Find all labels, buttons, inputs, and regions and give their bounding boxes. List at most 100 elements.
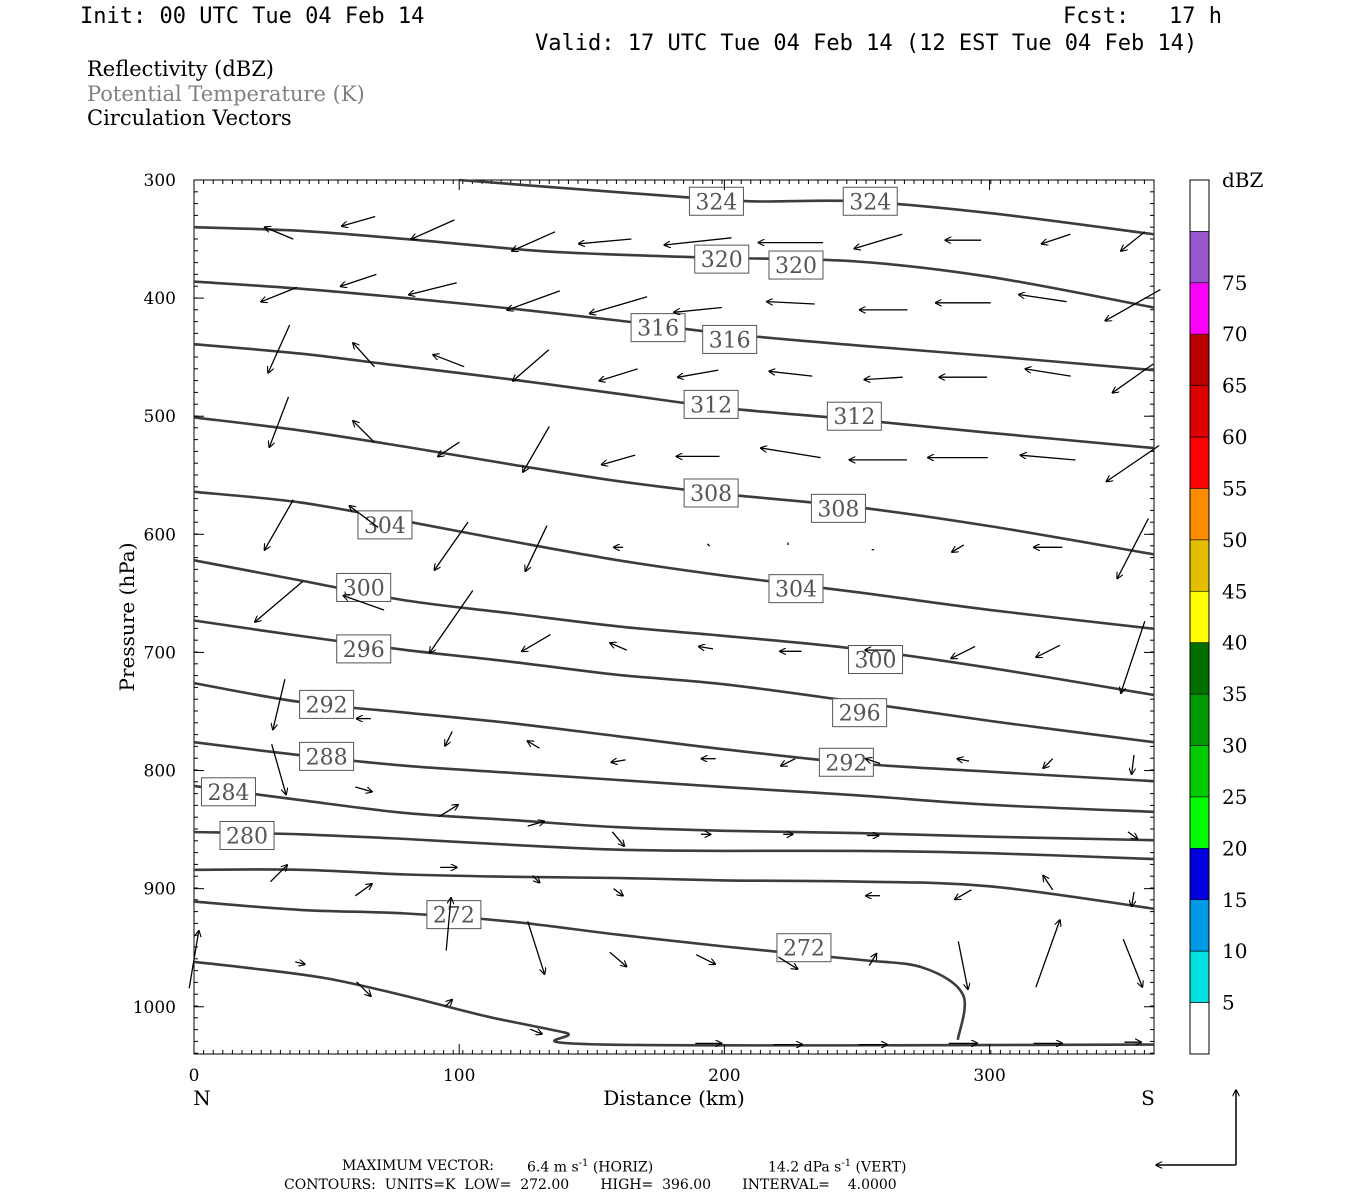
- colorbar-label: 50: [1222, 528, 1247, 552]
- colorbar-segment: [1189, 642, 1210, 695]
- theta-contour-304: [193, 490, 1155, 631]
- circulation-vector: [609, 951, 627, 966]
- y-tick-label: 500: [144, 407, 176, 427]
- colorbar-label: 75: [1222, 271, 1247, 295]
- circulation-vector: [340, 273, 377, 286]
- colorbar-label: 60: [1222, 425, 1247, 449]
- init-time: Init: 00 UTC Tue 04 Feb 14: [80, 4, 425, 29]
- y-axis-label: Pressure (hPa): [115, 543, 139, 692]
- contour-label: 292: [825, 751, 867, 776]
- theta-contour-276: [193, 868, 1155, 910]
- contour-label-box: [832, 698, 888, 728]
- theta-contour-316: [193, 280, 1155, 372]
- circulation-vector: [295, 962, 305, 964]
- contour-label: 308: [817, 497, 859, 522]
- circulation-vector: [1105, 289, 1161, 321]
- circulation-vector: [529, 1029, 542, 1034]
- plot-frame: [193, 179, 1155, 1055]
- circulation-vector: [353, 343, 375, 368]
- contour-label: 324: [695, 190, 737, 215]
- colorbar-segment: [1189, 385, 1210, 438]
- circulation-vector: [951, 645, 976, 658]
- circulation-vector: [255, 580, 304, 622]
- colorbar-segment: [1189, 590, 1210, 643]
- circulation-vector: [611, 831, 624, 846]
- contour-label: 312: [690, 393, 732, 418]
- y-tick-label: 600: [144, 525, 176, 545]
- circulation-vector: [1127, 831, 1138, 839]
- circulation-vector: [433, 355, 465, 368]
- circulation-vector: [613, 888, 624, 896]
- circulation-vector: [1036, 644, 1061, 657]
- circulation-vector: [349, 506, 379, 528]
- contour-label-box: [776, 933, 832, 963]
- circulation-vector: [527, 921, 545, 974]
- circulation-vector: [268, 324, 291, 373]
- colorbar-segment: [1189, 539, 1210, 592]
- circulation-vector: [1043, 876, 1054, 891]
- circulation-vector: [269, 396, 290, 447]
- colorbar-segment: [1189, 488, 1210, 541]
- circulation-vector: [1025, 369, 1071, 377]
- contour-label-box: [688, 186, 744, 216]
- contour-label: 284: [207, 781, 249, 806]
- circulation-vector: [864, 377, 903, 379]
- circulation-vector: [767, 302, 815, 304]
- contour-label: 272: [433, 904, 475, 929]
- contour-label-box: [768, 574, 824, 604]
- circulation-vector: [602, 454, 636, 465]
- circulation-vector: [778, 956, 797, 969]
- contour-label: 280: [226, 825, 268, 850]
- circulation-vector: [706, 543, 711, 547]
- contour-label: 272: [783, 937, 825, 962]
- contour-label-box: [768, 250, 824, 280]
- circulation-vector: [1132, 754, 1134, 774]
- x-axis-ticks: 0 100 200 300: [189, 180, 1006, 1086]
- circulation-vector: [445, 898, 451, 951]
- y-tick-label: 1000: [133, 998, 176, 1018]
- circulation-vector: [430, 590, 474, 653]
- theta-contour-284: [193, 784, 1155, 842]
- contour-label-box: [299, 741, 355, 771]
- circulation-vector: [265, 227, 294, 240]
- circulation-vector: [1132, 891, 1134, 906]
- circulation-vector: [343, 596, 385, 611]
- circulation-vector: [353, 421, 375, 443]
- circulation-vector: [1019, 295, 1067, 303]
- contour-label-box: [630, 313, 686, 343]
- contour-label: 296: [839, 702, 881, 727]
- circulation-vector: [438, 805, 458, 818]
- contour-label: 324: [849, 190, 891, 215]
- max-vector-label: MAXIMUM VECTOR:: [342, 1158, 494, 1174]
- circulation-vector: [761, 448, 821, 459]
- circulation-vector: [527, 741, 540, 749]
- theta-contour-268: [193, 960, 1155, 1047]
- circulation-vector: [1020, 455, 1076, 461]
- circulation-vector: [265, 499, 294, 550]
- circulation-vector: [513, 349, 550, 381]
- dbz-colorbar: 5 10 15 20 25 30 35 40 45 50 55 60 65 70 75: [1189, 179, 1247, 1055]
- contour-label-box: [357, 510, 413, 540]
- circulation-vector: [955, 889, 972, 900]
- circulation-vector: [527, 821, 545, 827]
- contour-label: 304: [775, 578, 817, 603]
- colorbar-label: 10: [1222, 939, 1247, 963]
- circulation-vector: [699, 647, 714, 649]
- colorbar-segment: [1189, 848, 1210, 901]
- theta-contour-312: [193, 342, 1155, 450]
- circulation-vector: [1042, 233, 1071, 244]
- circulation-vector: [532, 875, 540, 883]
- circulation-vector: [868, 954, 876, 966]
- circulation-vector: [695, 954, 715, 965]
- field-label-potential-temperature: Potential Temperature (K): [87, 82, 365, 106]
- circulation-vector: [1122, 938, 1142, 987]
- contour-label-box: [694, 244, 750, 274]
- y-axis-ticks: 300 400 500 600 700 800 900 1000: [133, 171, 1154, 1018]
- circulation-vector: [781, 758, 796, 766]
- contour-label: 312: [833, 405, 875, 430]
- contour-label: 308: [690, 482, 732, 507]
- circulation-vector: [599, 368, 638, 381]
- contour-label-box: [826, 401, 882, 431]
- reference-vector-icon: [1156, 1090, 1236, 1165]
- circulation-vector: [957, 941, 968, 989]
